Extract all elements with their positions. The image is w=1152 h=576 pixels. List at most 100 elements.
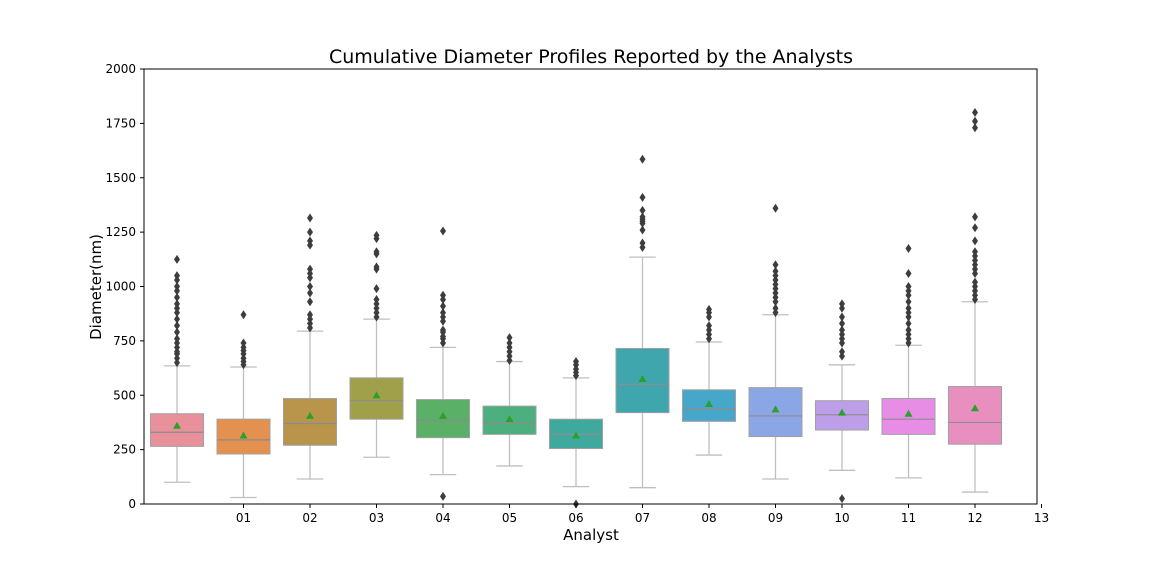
y-tick-label: 1750	[105, 116, 136, 130]
outlier-point	[905, 297, 912, 307]
mean-marker	[306, 411, 314, 419]
outlier-point	[573, 357, 579, 367]
y-axis: 0 250 500 750 1000 1250 1500 1750 2000	[105, 62, 144, 511]
box-group	[682, 304, 736, 456]
outlier-point	[972, 108, 978, 117]
outlier-point	[174, 314, 180, 324]
outlier-point	[307, 297, 313, 307]
outlier-point	[972, 116, 978, 126]
mean-marker	[505, 415, 514, 423]
outlier-point	[240, 310, 247, 320]
outlier-point	[839, 494, 845, 504]
outlier-point	[839, 299, 845, 309]
outlier-point	[972, 123, 978, 133]
mean-marker	[173, 421, 181, 429]
outlier-point	[905, 303, 912, 313]
outlier-point	[972, 247, 978, 257]
box-group	[416, 226, 470, 501]
outlier-point	[772, 260, 779, 270]
x-tick-label: 02	[302, 511, 317, 525]
outlier-point	[440, 226, 446, 236]
outlier-point	[307, 264, 313, 274]
y-tick-label: 1500	[105, 171, 136, 185]
outlier-point	[905, 243, 912, 253]
mean-marker	[971, 404, 979, 412]
outlier-point	[772, 203, 779, 213]
outlier-point	[639, 238, 646, 248]
mean-marker	[372, 391, 381, 399]
outlier-point	[440, 491, 446, 501]
outlier-point	[307, 236, 313, 246]
outlier-point	[972, 277, 978, 287]
chart-title: Cumulative Diameter Profiles Reported by…	[329, 46, 853, 68]
x-tick-label: 11	[901, 511, 916, 525]
outlier-point	[373, 262, 380, 272]
box-group	[549, 357, 603, 509]
x-axis-label: Analyst	[563, 526, 619, 544]
outlier-point	[639, 192, 646, 202]
outlier-point	[307, 213, 313, 223]
plot-area	[150, 108, 1002, 509]
y-tick-label: 0	[128, 497, 136, 511]
outlier-point	[839, 325, 845, 335]
outlier-point	[440, 301, 446, 311]
outlier-point	[373, 230, 380, 240]
outlier-point	[307, 282, 313, 291]
y-tick-label: 500	[113, 388, 136, 402]
outlier-point	[972, 236, 978, 246]
mean-marker	[638, 374, 647, 382]
mean-marker	[771, 405, 780, 413]
outlier-point	[772, 266, 779, 276]
x-axis: 01 02 03 04 05 06 07 08 09 10 11 12 13	[236, 504, 1049, 525]
box-group	[349, 230, 404, 458]
box-group	[615, 154, 670, 489]
outlier-point	[174, 254, 180, 264]
outlier-point	[174, 321, 180, 331]
outlier-point	[307, 288, 313, 298]
outlier-point	[639, 212, 646, 222]
outlier-point	[174, 327, 180, 337]
outlier-point	[373, 295, 380, 305]
x-tick-label: 13	[1034, 511, 1049, 525]
outlier-point	[174, 292, 180, 302]
box-group	[815, 299, 869, 504]
outlier-point	[174, 334, 180, 344]
box	[948, 386, 1002, 445]
outlier-point	[440, 290, 446, 300]
x-tick-label: 07	[635, 511, 650, 525]
outlier-point	[905, 325, 912, 335]
outlier-point	[506, 333, 513, 343]
outlier-point	[839, 312, 845, 322]
outlier-point	[440, 325, 446, 335]
outlier-point	[174, 299, 180, 309]
y-tick-label: 1000	[105, 280, 136, 294]
outlier-point	[373, 247, 380, 257]
outlier-point	[440, 308, 446, 318]
box	[349, 377, 404, 420]
box	[150, 413, 204, 447]
y-tick-label: 2000	[105, 62, 136, 76]
outlier-point	[839, 318, 845, 328]
x-tick-label: 10	[834, 511, 849, 525]
box-group	[948, 108, 1002, 493]
mean-marker	[705, 399, 713, 407]
mean-marker	[838, 408, 846, 416]
outlier-point	[905, 268, 912, 278]
x-tick-label: 12	[967, 511, 982, 525]
outlier-point	[639, 225, 646, 235]
y-tick-label: 250	[113, 443, 136, 457]
outlier-point	[174, 271, 180, 281]
outlier-point	[706, 321, 712, 331]
x-tick-label: 09	[768, 511, 783, 525]
outlier-point	[706, 304, 712, 314]
outlier-point	[506, 338, 513, 348]
mean-marker	[239, 431, 248, 439]
y-axis-label: Diameter(nm)	[87, 234, 105, 340]
outlier-point	[905, 282, 912, 291]
outlier-point	[839, 347, 845, 357]
y-tick-label: 750	[113, 334, 136, 348]
outlier-point	[307, 227, 313, 237]
mean-marker	[904, 409, 913, 417]
outlier-point	[905, 318, 912, 328]
